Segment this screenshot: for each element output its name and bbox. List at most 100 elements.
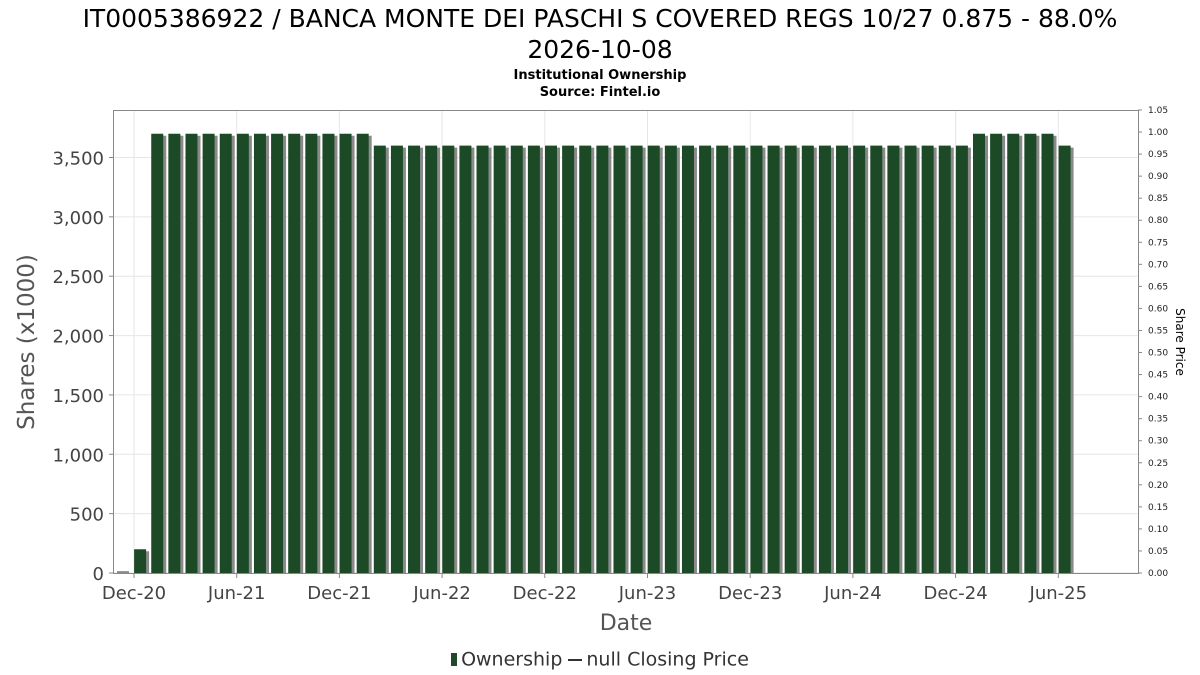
y-tick-label: 3,000 xyxy=(52,208,104,229)
ownership-bar xyxy=(271,133,284,573)
ownership-bar xyxy=(253,133,266,573)
y2-tick-label: 0.25 xyxy=(1148,459,1168,469)
y2-tick-label: 0.50 xyxy=(1148,349,1168,359)
ownership-bar xyxy=(1007,133,1020,573)
legend-price-line xyxy=(568,658,583,661)
y2-tick-label: 0.45 xyxy=(1148,371,1168,381)
ownership-bar xyxy=(288,133,301,573)
y2-tick-label: 0.85 xyxy=(1148,194,1168,204)
y2-tick-label: 0.95 xyxy=(1148,150,1168,160)
ownership-bar xyxy=(784,145,797,573)
x-tick-label: Dec-24 xyxy=(923,583,987,604)
ownership-bar xyxy=(596,145,609,573)
ownership-bar xyxy=(185,133,198,573)
ownership-bar xyxy=(767,145,780,573)
ownership-bar xyxy=(425,145,438,573)
x-tick-label: Jun-23 xyxy=(618,583,677,604)
plot-border xyxy=(113,110,1139,574)
y-tick-label: 1,500 xyxy=(52,386,104,407)
ownership-bar xyxy=(322,133,335,573)
x-tick-label: Dec-23 xyxy=(718,583,782,604)
y-axis-title: Shares (x1000) xyxy=(14,254,40,430)
ownership-bar xyxy=(921,145,934,573)
bars-group xyxy=(117,133,1074,573)
ownership-bar xyxy=(545,145,557,573)
ownership-bar xyxy=(716,145,729,573)
y2-tick-label: 0.05 xyxy=(1148,547,1168,557)
x-axis-title: Date xyxy=(600,611,653,636)
y2-tick-label: 1.00 xyxy=(1148,128,1168,138)
ownership-bar xyxy=(373,145,386,573)
y2-tick-label: 0.65 xyxy=(1148,282,1168,292)
ownership-bar xyxy=(1041,133,1054,573)
y2-tick-label: 0.00 xyxy=(1148,569,1168,579)
ownership-bar xyxy=(818,145,831,573)
x-tick-label: Jun-21 xyxy=(207,583,266,604)
chart-subtitle: Institutional Ownership xyxy=(513,68,687,83)
y2-tick-label: 0.75 xyxy=(1148,238,1168,248)
y2-tick-label: 1.05 xyxy=(1148,106,1168,116)
ownership-bar xyxy=(476,145,489,573)
y2-tick-label: 0.70 xyxy=(1148,260,1168,270)
ownership-bar xyxy=(613,145,626,573)
y2-axis-labels: 0.00 0.05 0.10 0.15 0.20 0.25 0.30 0.35 0.40 0.45… xyxy=(1148,106,1168,579)
legend-ownership-label: Ownership xyxy=(461,648,563,671)
ownership-bar xyxy=(973,133,985,573)
legend-price-label: null Closing Price xyxy=(586,648,749,671)
ownership-bar xyxy=(493,145,506,573)
y2-tick-label: 0.40 xyxy=(1148,393,1168,403)
ownership-bar xyxy=(647,145,660,573)
ownership-bar xyxy=(1024,133,1037,573)
ownership-bar xyxy=(236,133,249,573)
legend: Ownership null Closing Price xyxy=(0,648,1200,671)
ownership-bar xyxy=(955,145,968,573)
ownership-bar xyxy=(836,145,849,573)
ownership-bar xyxy=(681,145,694,573)
y2-tick-label: 0.15 xyxy=(1148,503,1168,513)
ownership-bar xyxy=(801,145,814,573)
ownership-bar xyxy=(887,145,900,573)
ownership-bar xyxy=(151,133,164,573)
ownership-bar xyxy=(510,145,523,573)
chart-title-date: 2026-10-08 xyxy=(527,35,673,64)
ownership-bar xyxy=(579,145,592,573)
ownership-bar xyxy=(356,133,369,573)
x-tick-label: Dec-21 xyxy=(307,583,371,604)
y-tick-label: 0 xyxy=(93,564,104,585)
y-tick-label: 2,500 xyxy=(52,267,104,288)
ownership-bar xyxy=(168,133,181,573)
ownership-bar xyxy=(527,145,540,573)
legend-ownership-swatch xyxy=(451,653,458,666)
y-tick-label: 1,000 xyxy=(52,445,104,466)
x-axis-labels: Dec-20 Jun-21 Dec-21 Jun-22 Dec-22 Jun-23 Dec-… xyxy=(102,583,1087,604)
chart-source: Source: Fintel.io xyxy=(539,85,661,100)
x-tick-label: Jun-22 xyxy=(412,583,471,604)
chart-title: IT0005386922 / BANCA MONTE DEI PASCHI S … xyxy=(82,4,1118,33)
y2-tick-label: 0.35 xyxy=(1148,415,1168,425)
ownership-bar xyxy=(390,145,403,573)
y2-tick-label: 0.90 xyxy=(1148,172,1168,182)
y2-tick-label: 0.20 xyxy=(1148,481,1168,491)
y2-tick-label: 0.80 xyxy=(1148,216,1168,226)
ownership-bar xyxy=(459,145,472,573)
y2-tick-label: 0.60 xyxy=(1148,304,1168,314)
ownership-bar xyxy=(408,145,421,573)
ownership-bar xyxy=(853,145,866,573)
x-tick-label: Jun-24 xyxy=(823,583,882,604)
ownership-bar xyxy=(442,145,455,573)
ownership-bar xyxy=(990,133,1003,573)
ownership-bar xyxy=(733,145,746,573)
ownership-bar xyxy=(219,133,232,573)
y-tick-label: 500 xyxy=(70,505,104,526)
x-tick-label: Dec-22 xyxy=(513,583,577,604)
ownership-bar xyxy=(904,145,917,573)
ownership-bar xyxy=(305,133,318,573)
y-axis-labels: 0 500 1,000 1,500 2,000 2,500 3,000 3,500 xyxy=(52,148,104,585)
ownership-bar xyxy=(1058,145,1071,573)
ownership-bar xyxy=(202,133,215,573)
ownership-bar xyxy=(938,145,951,573)
ownership-bar xyxy=(870,145,883,573)
ownership-bar xyxy=(562,145,575,573)
y2-tick-label: 0.55 xyxy=(1148,326,1168,336)
